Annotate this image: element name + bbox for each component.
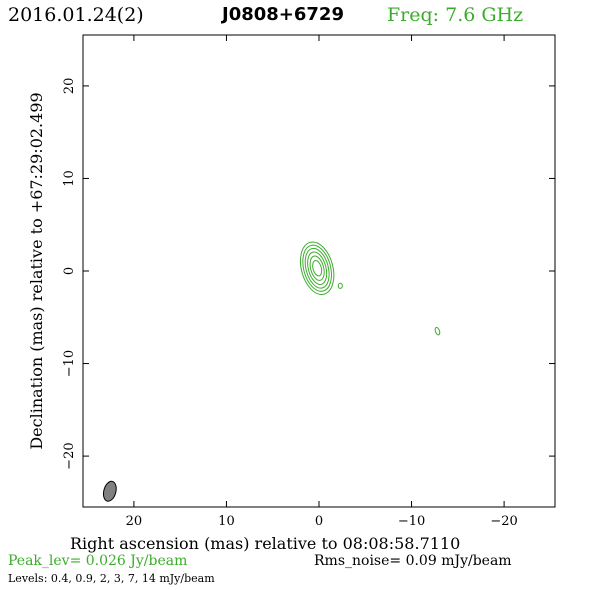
rms-noise: Rms_noise= 0.09 mJy/beam xyxy=(314,553,512,569)
contour-levels: Levels: 0.4, 0.9, 2, 3, 7, 14 mJy/beam xyxy=(8,572,215,585)
x-tick-label: −10 xyxy=(398,514,425,529)
contour-core xyxy=(302,244,332,292)
peak-level: Peak_lev= 0.026 Jy/beam xyxy=(8,553,188,569)
x-tick-label: 0 xyxy=(315,514,323,529)
contour-feature xyxy=(434,326,441,336)
contour-core xyxy=(307,251,328,285)
beam-ellipse xyxy=(102,480,117,502)
y-axis-label: Declination (mas) relative to +67:29:02.… xyxy=(27,92,46,449)
observation-date: 2016.01.24(2) xyxy=(8,4,144,26)
y-tick-label: −10 xyxy=(62,350,77,377)
y-tick-label: 10 xyxy=(62,170,77,187)
plot-frame xyxy=(82,34,556,508)
source-name: J0808+6729 xyxy=(222,4,344,25)
contour-core xyxy=(299,241,335,295)
y-tick-label: 20 xyxy=(62,78,77,95)
frequency-label: Freq: 7.6 GHz xyxy=(387,4,524,26)
x-axis-label: Right ascension (mas) relative to 08:08:… xyxy=(70,534,461,553)
contour-core xyxy=(312,260,323,277)
x-tick-label: 10 xyxy=(218,514,235,529)
y-tick-label: 0 xyxy=(62,267,77,275)
y-tick-label: −20 xyxy=(62,442,77,469)
contour-core xyxy=(309,255,325,281)
contour-core xyxy=(304,247,330,289)
x-tick-label: 20 xyxy=(126,514,143,529)
x-tick-label: −20 xyxy=(490,514,517,529)
contour-blip xyxy=(337,282,343,289)
